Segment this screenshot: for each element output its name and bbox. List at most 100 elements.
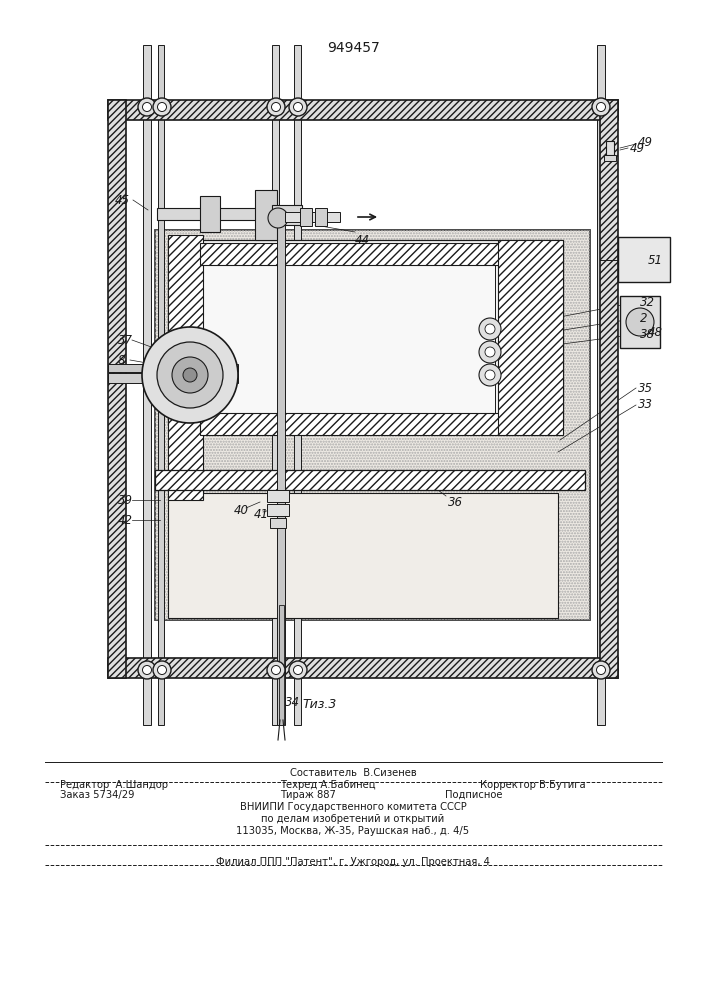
- Circle shape: [479, 318, 501, 340]
- Bar: [168, 493, 558, 618]
- Bar: [255, 190, 277, 240]
- Circle shape: [626, 308, 654, 336]
- Bar: [604, 155, 616, 161]
- Circle shape: [271, 666, 281, 674]
- Text: 113035, Москва, Ж-35, Раушская наб., д. 4/5: 113035, Москва, Ж-35, Раушская наб., д. …: [236, 826, 469, 836]
- Bar: [155, 230, 590, 620]
- Text: 36: 36: [448, 495, 463, 508]
- Text: 49: 49: [630, 141, 645, 154]
- Circle shape: [592, 98, 610, 116]
- Text: 34: 34: [285, 696, 300, 708]
- Circle shape: [293, 666, 303, 674]
- Bar: [267, 504, 289, 516]
- Circle shape: [153, 98, 171, 116]
- Bar: [157, 208, 285, 220]
- Bar: [108, 364, 238, 372]
- Circle shape: [183, 368, 197, 382]
- Text: 51: 51: [648, 253, 663, 266]
- Text: 37: 37: [118, 334, 133, 347]
- Circle shape: [138, 98, 156, 116]
- Text: Заказ 5734/29: Заказ 5734/29: [60, 790, 134, 800]
- Text: Подписное: Подписное: [445, 790, 503, 800]
- Circle shape: [479, 341, 501, 363]
- Circle shape: [143, 103, 151, 111]
- Bar: [155, 230, 590, 620]
- Circle shape: [289, 661, 307, 679]
- Bar: [294, 45, 301, 725]
- Text: Корректор В.Бутига: Корректор В.Бутига: [480, 780, 585, 790]
- Text: 44: 44: [355, 233, 370, 246]
- Bar: [315, 208, 327, 226]
- Text: 49: 49: [638, 135, 653, 148]
- Bar: [108, 373, 238, 383]
- Text: Техред А.Бабинец: Техред А.Бабинец: [280, 780, 375, 790]
- Bar: [108, 100, 126, 678]
- Circle shape: [485, 347, 495, 357]
- Bar: [600, 100, 618, 678]
- Bar: [300, 208, 312, 226]
- Bar: [597, 45, 605, 725]
- Circle shape: [157, 342, 223, 408]
- Circle shape: [597, 103, 605, 111]
- Bar: [168, 240, 563, 425]
- Bar: [108, 658, 618, 678]
- Bar: [620, 296, 660, 348]
- Text: 2: 2: [640, 312, 648, 324]
- Text: 45: 45: [115, 194, 130, 207]
- Circle shape: [142, 327, 238, 423]
- Bar: [200, 413, 560, 435]
- Bar: [168, 235, 203, 500]
- Bar: [108, 100, 618, 120]
- Circle shape: [293, 103, 303, 111]
- Text: 38: 38: [640, 328, 655, 340]
- Circle shape: [485, 370, 495, 380]
- Text: 8: 8: [118, 354, 126, 366]
- Circle shape: [485, 324, 495, 334]
- Text: 40: 40: [234, 504, 249, 516]
- Circle shape: [597, 666, 605, 674]
- Bar: [606, 141, 614, 155]
- Circle shape: [143, 666, 151, 674]
- Circle shape: [271, 103, 281, 111]
- Circle shape: [289, 98, 307, 116]
- Text: 949457: 949457: [327, 41, 380, 55]
- Text: ВНИИПИ Государственного комитета СССР: ВНИИПИ Государственного комитета СССР: [240, 802, 467, 812]
- Circle shape: [158, 103, 167, 111]
- Text: по делам изобретений и открытий: по делам изобретений и открытий: [262, 814, 445, 824]
- Bar: [143, 45, 151, 725]
- Circle shape: [479, 364, 501, 386]
- Bar: [272, 205, 302, 225]
- Bar: [270, 518, 286, 528]
- Bar: [279, 605, 284, 725]
- Circle shape: [268, 208, 288, 228]
- Text: 32: 32: [640, 296, 655, 308]
- Text: Τиз.3: Τиз.3: [303, 698, 337, 710]
- Text: 39: 39: [118, 493, 133, 506]
- Circle shape: [267, 98, 285, 116]
- Text: 35: 35: [638, 381, 653, 394]
- Circle shape: [267, 661, 285, 679]
- Text: 48: 48: [648, 326, 663, 338]
- Circle shape: [153, 661, 171, 679]
- Bar: [200, 196, 220, 232]
- Bar: [155, 470, 585, 490]
- Text: 41: 41: [254, 508, 269, 520]
- Text: Редактор  А.Шандор: Редактор А.Шандор: [60, 780, 168, 790]
- Text: Филиал ППП "Патент", г. Ужгород, ул. Проектная, 4: Филиал ППП "Патент", г. Ужгород, ул. Про…: [216, 857, 490, 867]
- Text: 42: 42: [118, 514, 133, 526]
- Text: 33: 33: [638, 398, 653, 412]
- Circle shape: [158, 666, 167, 674]
- Bar: [267, 490, 289, 502]
- Bar: [285, 212, 340, 222]
- Circle shape: [172, 357, 208, 393]
- Bar: [277, 205, 285, 725]
- Bar: [200, 243, 530, 265]
- Bar: [618, 237, 670, 282]
- Bar: [272, 45, 279, 725]
- Text: Тираж 887: Тираж 887: [280, 790, 336, 800]
- Bar: [200, 265, 495, 413]
- Text: Составитель  В.Сизенев: Составитель В.Сизенев: [290, 768, 416, 778]
- Bar: [498, 240, 563, 435]
- Circle shape: [138, 661, 156, 679]
- Bar: [158, 45, 164, 725]
